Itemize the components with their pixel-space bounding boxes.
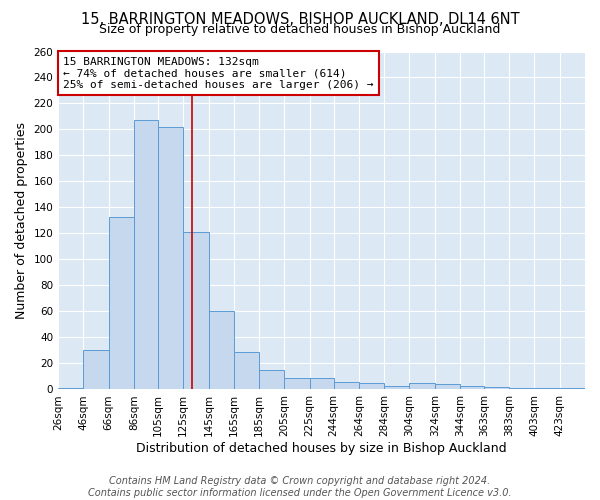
Bar (109, 216, 134, 390)
Bar (334, 382, 359, 390)
Y-axis label: Number of detached properties: Number of detached properties (15, 122, 28, 319)
Bar (560, 388, 585, 390)
Bar (460, 386, 484, 390)
Bar (284, 378, 310, 390)
Bar (259, 370, 284, 390)
Text: 15 BARRINGTON MEADOWS: 132sqm
← 74% of detached houses are smaller (614)
25% of : 15 BARRINGTON MEADOWS: 132sqm ← 74% of d… (64, 56, 374, 90)
Bar (359, 383, 384, 390)
Bar (535, 388, 560, 390)
Bar (310, 378, 334, 390)
Text: Size of property relative to detached houses in Bishop Auckland: Size of property relative to detached ho… (100, 22, 500, 36)
X-axis label: Distribution of detached houses by size in Bishop Auckland: Distribution of detached houses by size … (136, 442, 507, 455)
Bar (234, 352, 259, 390)
Bar (209, 312, 234, 390)
Bar (183, 232, 209, 390)
Text: Contains HM Land Registry data © Crown copyright and database right 2024.
Contai: Contains HM Land Registry data © Crown c… (88, 476, 512, 498)
Bar (509, 388, 535, 390)
Bar (58, 388, 83, 390)
Bar (134, 120, 158, 390)
Bar (434, 384, 460, 390)
Text: 15, BARRINGTON MEADOWS, BISHOP AUCKLAND, DL14 6NT: 15, BARRINGTON MEADOWS, BISHOP AUCKLAND,… (80, 12, 520, 28)
Bar (158, 127, 183, 390)
Bar (409, 383, 434, 390)
Bar (484, 387, 509, 390)
Bar (83, 350, 109, 390)
Bar (384, 386, 409, 390)
